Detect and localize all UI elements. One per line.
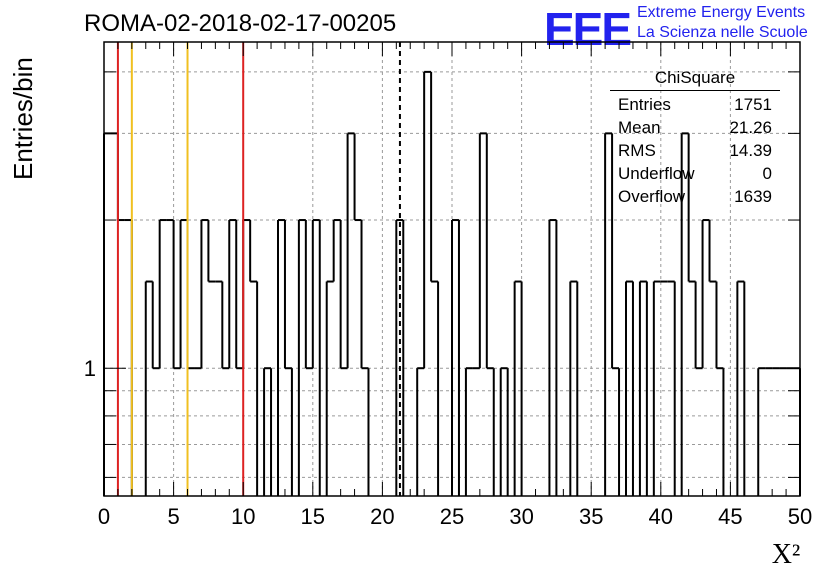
eee-logo: EEE xyxy=(544,3,632,55)
stats-row-mean: Mean 21.26 xyxy=(610,116,780,139)
x-tick-label: 10 xyxy=(231,504,255,529)
logo-line-1: Extreme Energy Events xyxy=(637,4,806,21)
stats-label: Overflow xyxy=(618,187,686,206)
stats-label: Underflow xyxy=(618,164,695,183)
stats-value: 21.26 xyxy=(729,118,772,137)
y-tick-label: 1 xyxy=(84,356,96,381)
stats-label: RMS xyxy=(618,141,656,160)
x-tick-label: 20 xyxy=(370,504,394,529)
stats-label: Entries xyxy=(618,95,671,114)
x-tick-label: 25 xyxy=(440,504,464,529)
x-tick-label: 5 xyxy=(167,504,179,529)
stats-rows: Entries 1751 Mean 21.26 RMS 14.39 Underflow 0 Ov… xyxy=(610,93,780,208)
stats-label: Mean xyxy=(618,118,661,137)
tick-labels: 0 5 10 15 20 25 30 35 40 45 50 1 xyxy=(84,356,812,529)
x-tick-label: 35 xyxy=(579,504,603,529)
x-tick-label: 50 xyxy=(788,504,812,529)
stats-value: 0 xyxy=(762,164,772,183)
tick-marks xyxy=(103,42,801,496)
stats-value: 14.39 xyxy=(729,141,772,160)
x-tick-label: 45 xyxy=(718,504,742,529)
x-tick-label: 40 xyxy=(649,504,673,529)
stats-row-underflow: Underflow 0 xyxy=(610,162,780,185)
logo-line-2: La Scienza nelle Scuole xyxy=(637,24,808,41)
stats-title: ChiSquare xyxy=(610,68,780,91)
histogram-bins xyxy=(103,70,801,496)
stats-value: 1639 xyxy=(734,187,772,206)
marker-lines xyxy=(116,42,401,496)
stats-row-overflow: Overflow 1639 xyxy=(610,185,780,208)
chart-title: ROMA-02-2018-02-17-00205 xyxy=(84,10,397,37)
stats-value: 1751 xyxy=(734,95,772,114)
stats-row-entries: Entries 1751 xyxy=(610,93,780,116)
x-axis-label: X² xyxy=(772,539,801,570)
x-tick-label: 0 xyxy=(98,504,110,529)
stats-box: ChiSquare Entries 1751 Mean 21.26 RMS 14.39 Un… xyxy=(610,68,780,208)
x-tick-label: 15 xyxy=(301,504,325,529)
x-tick-label: 30 xyxy=(509,504,533,529)
stats-row-rms: RMS 14.39 xyxy=(610,139,780,162)
